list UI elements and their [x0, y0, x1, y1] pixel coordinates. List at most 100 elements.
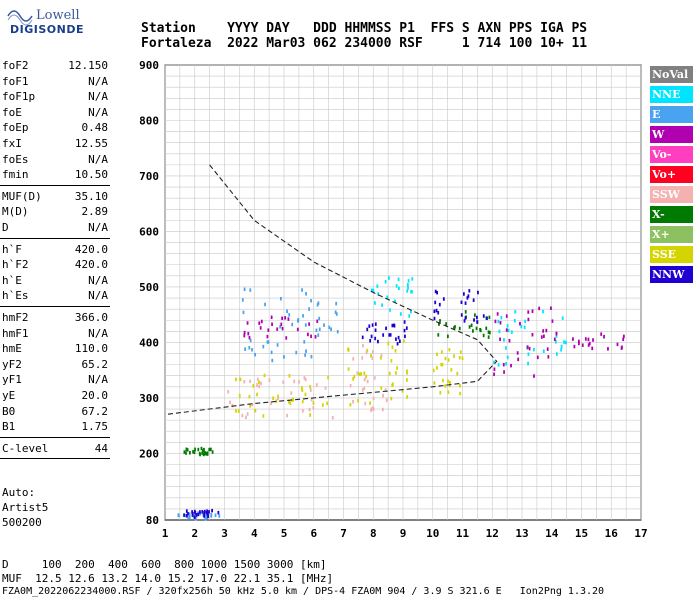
echo-point [372, 350, 374, 354]
echo-point [201, 510, 204, 514]
echo-point [482, 314, 485, 318]
echo-point [316, 319, 319, 324]
echo-point [197, 512, 200, 517]
y-tick-label: 200 [139, 447, 159, 460]
echo-point [279, 296, 282, 301]
echo-point [505, 328, 508, 332]
param-separator [0, 237, 110, 239]
echo-point [251, 402, 254, 407]
echo-point [206, 451, 209, 455]
echo-point [527, 352, 530, 356]
echo-point [561, 316, 564, 320]
echo-point [327, 375, 329, 380]
echo-point [497, 319, 500, 324]
footer-file-info: FZA0M_2022062234000.RSF / 320fx256h 50 k… [2, 586, 605, 597]
param-row-md: M(D) 2.89 [2, 204, 108, 219]
echo-point [206, 515, 208, 520]
echo-point [369, 401, 371, 405]
param-value: N/A [88, 152, 108, 166]
logo-text-digisonde: DIGISONDE [10, 23, 84, 36]
echo-point [536, 355, 539, 360]
echo-point [453, 326, 455, 330]
echo-point [591, 346, 594, 351]
echo-point [357, 398, 359, 403]
echo-point [403, 328, 406, 333]
echo-point [241, 413, 244, 418]
echo-point [622, 334, 625, 339]
echo-point [388, 333, 391, 337]
echo-point [407, 279, 410, 283]
echo-point [498, 329, 501, 334]
echo-point [547, 355, 550, 359]
echo-point [446, 334, 449, 339]
echo-point [479, 328, 482, 333]
echo-point [461, 356, 464, 361]
echo-point [347, 348, 350, 352]
echo-point [563, 340, 565, 344]
echo-point [288, 400, 290, 404]
echo-point [397, 335, 400, 340]
echo-point [197, 447, 200, 452]
echo-point [193, 450, 196, 455]
echo-point [260, 381, 262, 386]
echo-point [301, 288, 304, 292]
echo-point [277, 396, 279, 401]
echo-point [336, 329, 339, 334]
digisonde-logo-icon [7, 10, 33, 26]
echo-point [514, 310, 517, 314]
echo-point [434, 289, 437, 294]
echo-point [442, 297, 445, 301]
echo-point [540, 335, 543, 339]
echo-point [439, 319, 441, 323]
echo-point [191, 513, 194, 517]
echo-point [376, 284, 379, 288]
echo-point [304, 377, 307, 382]
param-row-he: h`E N/A [2, 273, 108, 288]
echo-point [208, 510, 210, 514]
x-tick-label: 9 [400, 527, 407, 540]
echo-point [374, 322, 377, 326]
param-value: 35.10 [74, 189, 108, 203]
echo-point [450, 368, 453, 372]
echo-point [335, 312, 338, 316]
echo-point [272, 396, 275, 401]
echo-point [372, 288, 375, 293]
echo-point [401, 389, 404, 393]
echo-point [318, 327, 321, 332]
echo-point [459, 384, 461, 388]
echo-point [497, 363, 500, 367]
echo-point [301, 409, 304, 413]
echo-point [542, 334, 545, 338]
echo-point [370, 288, 373, 292]
echo-point [291, 322, 294, 327]
echo-point [436, 352, 438, 357]
param-separator [0, 458, 110, 460]
echo-point [185, 513, 188, 518]
echo-point [572, 337, 574, 341]
echo-point [206, 509, 209, 513]
x-tick-label: 3 [221, 527, 228, 540]
x-tick-label: 14 [545, 527, 559, 540]
echo-point [573, 344, 576, 349]
echo-point [191, 510, 194, 514]
echo-point [366, 348, 369, 353]
echo-point [244, 347, 246, 351]
param-row-foe: foE N/A [2, 105, 108, 120]
param-row-mufd: MUF(D) 35.10 [2, 189, 108, 204]
param-value: 420.0 [74, 242, 108, 256]
ionogram-chart: 1 2 3 4 5 6 7 8 9 10 11 12 13 14 15 16 17802003004005006… [139, 59, 648, 540]
echo-point [513, 318, 516, 323]
echo-point [358, 372, 361, 376]
echo-point [385, 326, 387, 331]
param-name: D [2, 221, 9, 234]
echo-point [555, 331, 558, 336]
echo-point [267, 328, 270, 332]
echo-point [202, 452, 205, 457]
echo-point [448, 347, 451, 352]
echo-point [577, 341, 580, 346]
echo-point [202, 448, 204, 453]
echo-point [203, 514, 205, 518]
param-row-hf: h`F 420.0 [2, 242, 108, 257]
param-name: h`F2 [2, 258, 29, 272]
x-tick-label: 17 [634, 527, 647, 540]
